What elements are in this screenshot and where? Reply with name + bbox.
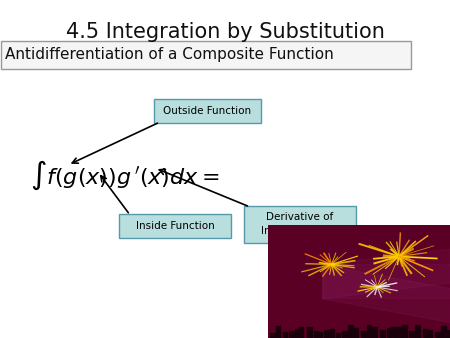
Bar — [317, 332, 322, 338]
Bar — [342, 331, 347, 338]
Bar — [276, 326, 280, 338]
FancyBboxPatch shape — [154, 99, 261, 123]
Bar — [397, 327, 401, 338]
Bar — [330, 329, 334, 338]
Text: $\int f(g(x))g\,'(x)dx =$: $\int f(g(x))g\,'(x)dx =$ — [30, 158, 220, 192]
Bar — [380, 330, 385, 338]
Text: 4.5 Integration by Substitution: 4.5 Integration by Substitution — [66, 22, 384, 42]
Bar — [270, 333, 275, 338]
Bar — [372, 327, 377, 338]
Bar — [415, 325, 420, 338]
Bar — [353, 328, 358, 338]
Bar — [423, 329, 427, 338]
Bar — [307, 327, 312, 338]
Bar — [348, 325, 353, 338]
Bar — [299, 327, 303, 338]
Bar — [283, 333, 287, 338]
Bar — [402, 325, 407, 338]
FancyBboxPatch shape — [1, 41, 411, 69]
Text: Antidifferentiation of a Composite Function: Antidifferentiation of a Composite Funct… — [5, 48, 334, 63]
Bar — [336, 333, 340, 338]
FancyBboxPatch shape — [244, 206, 356, 243]
Bar — [387, 328, 392, 338]
Text: Outside Function: Outside Function — [163, 106, 252, 116]
Bar — [391, 327, 396, 338]
Bar — [427, 330, 432, 338]
Bar — [361, 331, 366, 338]
Bar — [435, 333, 440, 338]
Bar — [445, 330, 449, 338]
Text: Derivative of
Inside Function: Derivative of Inside Function — [261, 213, 339, 237]
Bar — [295, 329, 300, 338]
FancyBboxPatch shape — [119, 214, 231, 238]
Text: Inside Function: Inside Function — [135, 221, 214, 231]
Bar — [441, 326, 446, 338]
Bar — [410, 331, 414, 338]
Bar — [367, 325, 371, 338]
Bar — [324, 330, 329, 338]
Bar — [289, 331, 293, 338]
Bar — [314, 331, 318, 338]
